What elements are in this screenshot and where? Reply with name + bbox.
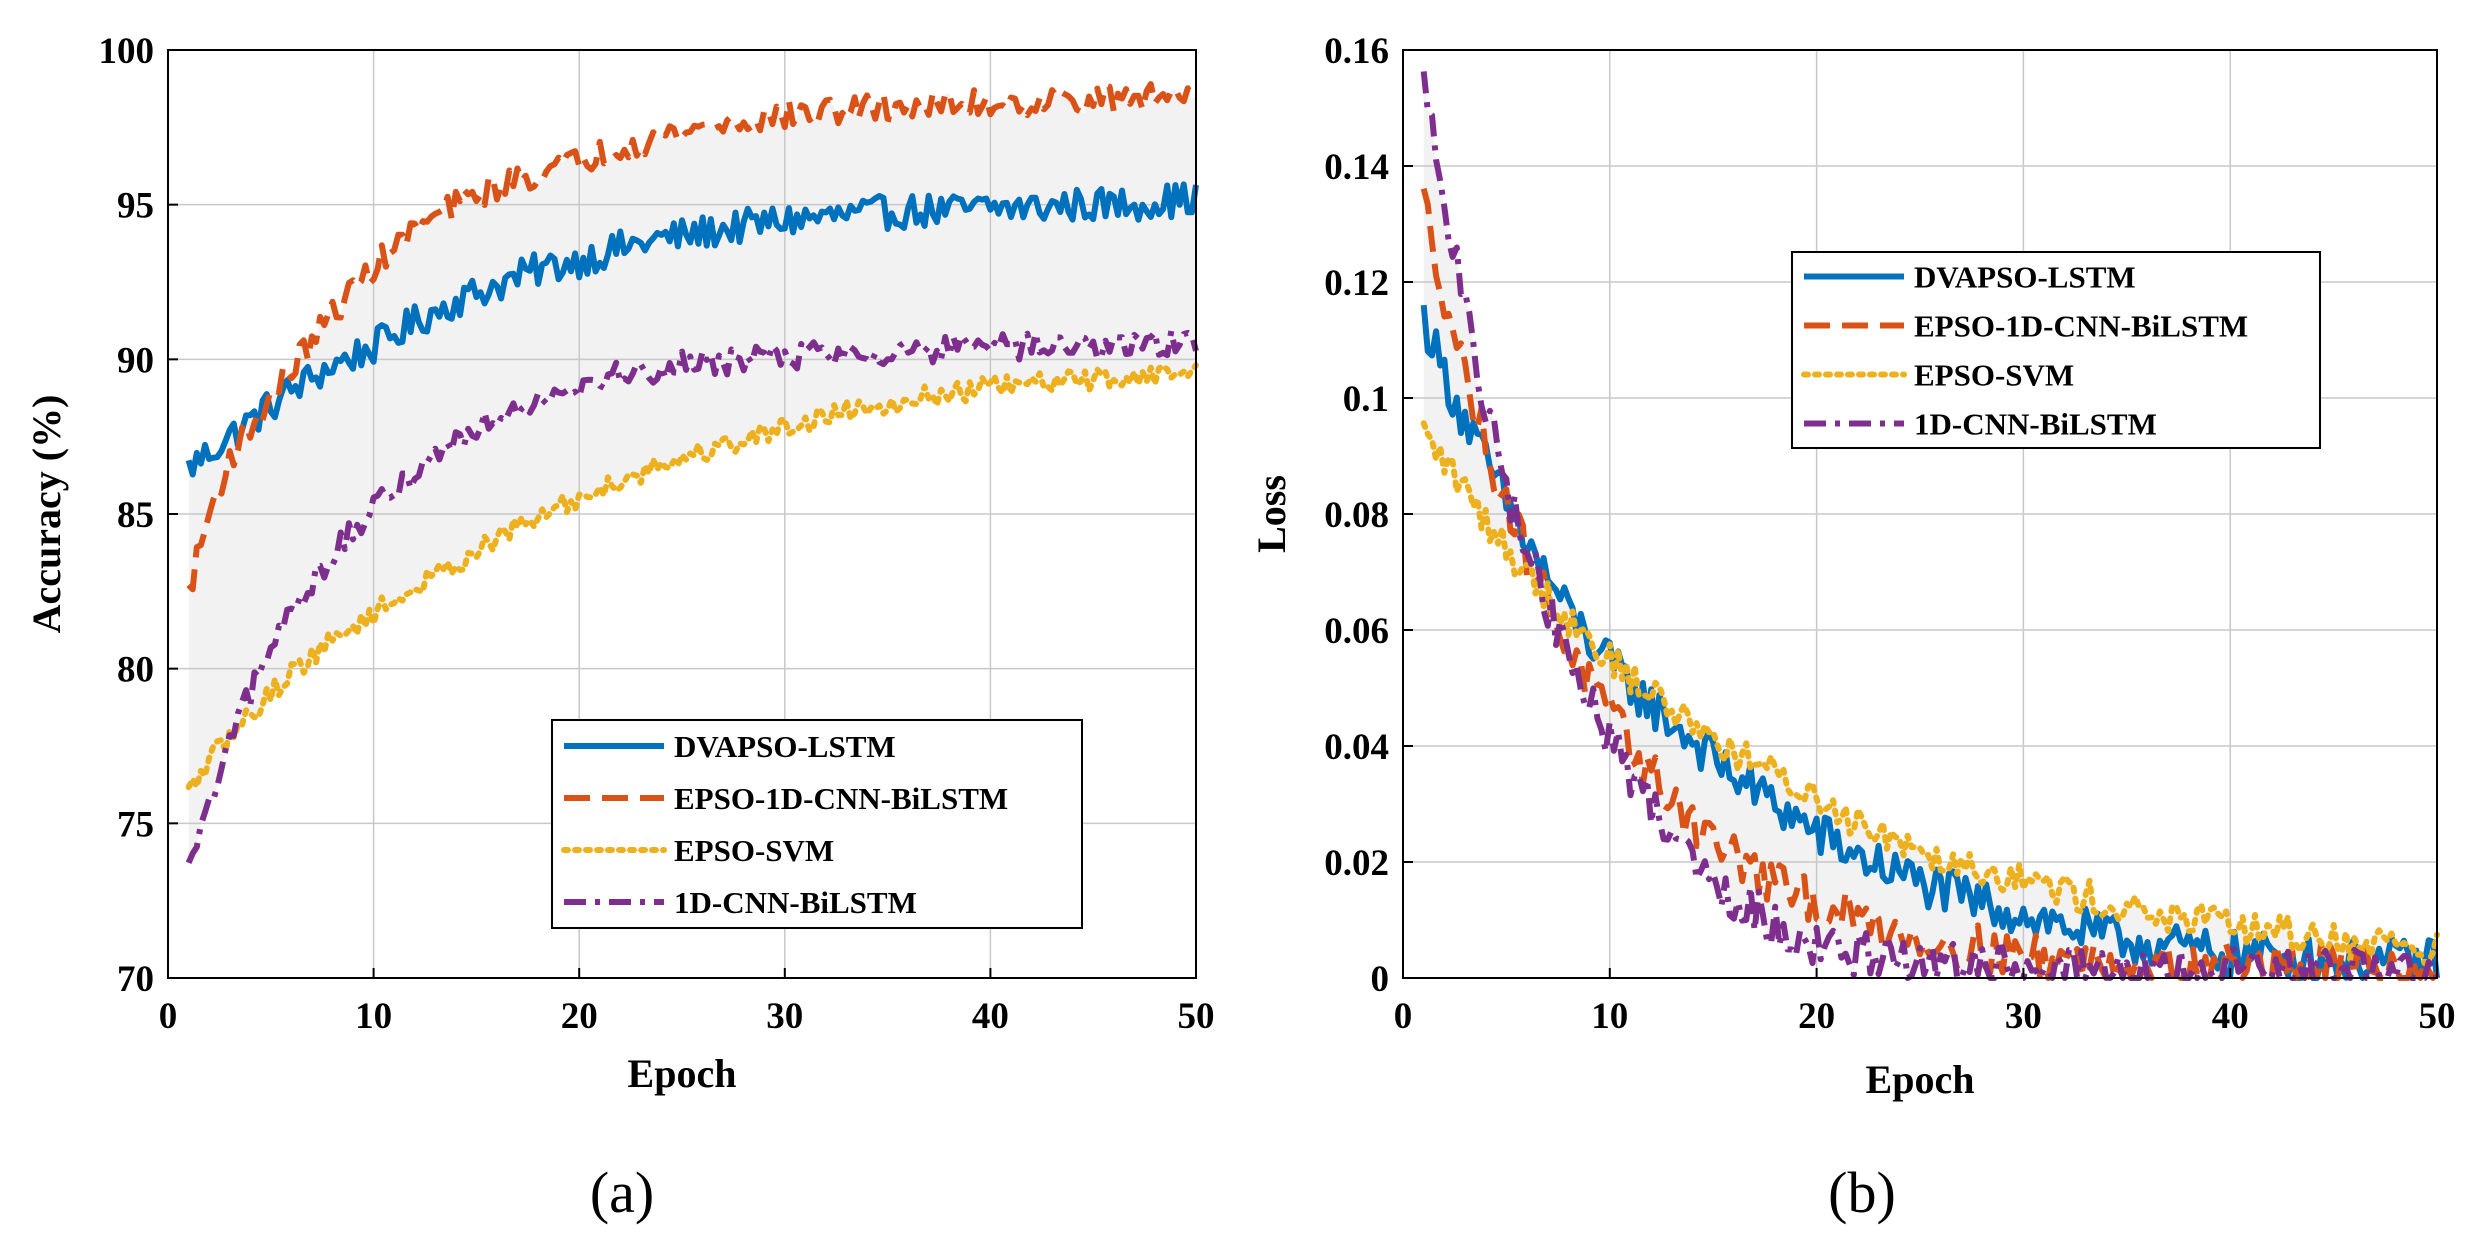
- panel-b-series-line-epso-svm: [1420, 420, 2440, 967]
- panel-a-x-tick-label: 40: [972, 996, 1009, 1037]
- panel-b-y-tick-label: 0.1: [1343, 379, 1389, 420]
- panel-a-x-tick-label: 20: [561, 996, 598, 1037]
- panel-b-y-tick-label: 0.08: [1324, 495, 1389, 536]
- panel-a-y-tick-label: 90: [117, 340, 154, 381]
- panel-b-legend-label: EPSO-SVM: [1914, 358, 2074, 393]
- panel-b-y-tick-label: 0: [1371, 959, 1390, 1000]
- panel-a-x-tick-label: 10: [355, 996, 392, 1037]
- panel-b-shaded-band: [1423, 71, 2437, 978]
- panel-a-x-tick-label: 30: [766, 996, 803, 1037]
- panel-b-y-axis-label: Loss: [1249, 475, 1294, 553]
- panel-a-legend-label: 1D-CNN-BiLSTM: [674, 885, 917, 920]
- panel-b-y-tick-label: 0.06: [1324, 611, 1389, 652]
- panel-a-y-tick-label: 95: [117, 186, 154, 227]
- panel-b-y-tick-label: 0.14: [1324, 147, 1389, 188]
- panel-a-series-line-1d-cnn-bilstm: [185, 328, 1199, 864]
- panel-a-legend-label: EPSO-SVM: [674, 833, 834, 868]
- panel-a-series-line-dvapso-lstm: [185, 181, 1199, 478]
- panel-b-x-tick-label: 10: [1591, 996, 1628, 1037]
- panel-a-y-tick-label: 75: [117, 804, 154, 845]
- panel-b-legend-label: DVAPSO-LSTM: [1914, 260, 2136, 295]
- panel-a-x-tick-label: 50: [1178, 996, 1215, 1037]
- panel-b-x-axis-label: Epoch: [1866, 1057, 1975, 1102]
- panel-a-y-tick-label: 80: [117, 650, 154, 691]
- panel-b-y-tick-label: 0.04: [1324, 727, 1389, 768]
- panel-a-y-tick-label: 100: [99, 31, 155, 72]
- panel-a-x-axis-label: Epoch: [628, 1051, 737, 1096]
- panel-a-y-axis-label: Accuracy (%): [24, 395, 69, 634]
- panel-b-legend-label: EPSO-1D-CNN-BiLSTM: [1914, 309, 2248, 344]
- panel-b-x-tick-label: 40: [2212, 996, 2249, 1037]
- panel-b-y-tick-label: 0.12: [1324, 263, 1389, 304]
- panel-a-series-line-epso-1d-cnn-bilstm: [186, 81, 1197, 593]
- panel-a-legend-label: DVAPSO-LSTM: [674, 729, 896, 764]
- panel-a-accuracy-chart: 0 10 20 30 40 50 70 75 80 85 90 95 100 Epoch Accurac…: [24, 31, 1215, 1225]
- panel-b-x-tick-label: 20: [1798, 996, 1835, 1037]
- panel-b-x-tick-label: 30: [2005, 996, 2042, 1037]
- panel-b-legend-box: [1791, 251, 2321, 449]
- panel-a-x-tick-label: 0: [159, 996, 178, 1037]
- panel-b-y-tick-label: 0.02: [1324, 843, 1389, 884]
- panel-a-legend-label: EPSO-1D-CNN-BiLSTM: [674, 781, 1008, 816]
- panel-a-series-line-epso-svm: [185, 362, 1199, 791]
- panel-b-y-tick-label: 0.16: [1324, 31, 1389, 72]
- panel-b-loss-chart: 0 10 20 30 40 50 0 0.02 0.04 0.06 0.08 0.1 0.12 0.14 0…: [1249, 31, 2456, 1225]
- panel-b-x-tick-label: 50: [2419, 996, 2456, 1037]
- panel-b-legend-label: 1D-CNN-BiLSTM: [1914, 407, 2157, 442]
- panel-b-label: (b): [1828, 1160, 1896, 1225]
- panel-a-legend-box: [551, 719, 1083, 929]
- panel-b-series-line-1d-cnn-bilstm: [1420, 71, 2440, 981]
- panel-b-x-tick-label: 0: [1394, 996, 1413, 1037]
- panel-b-series-line-dvapso-lstm: [1420, 304, 2440, 981]
- panel-a-y-tick-label: 85: [117, 495, 154, 536]
- panel-a-label: (a): [590, 1160, 654, 1225]
- panel-a-y-tick-label: 70: [117, 959, 154, 1000]
- panel-a-shaded-band: [188, 84, 1197, 863]
